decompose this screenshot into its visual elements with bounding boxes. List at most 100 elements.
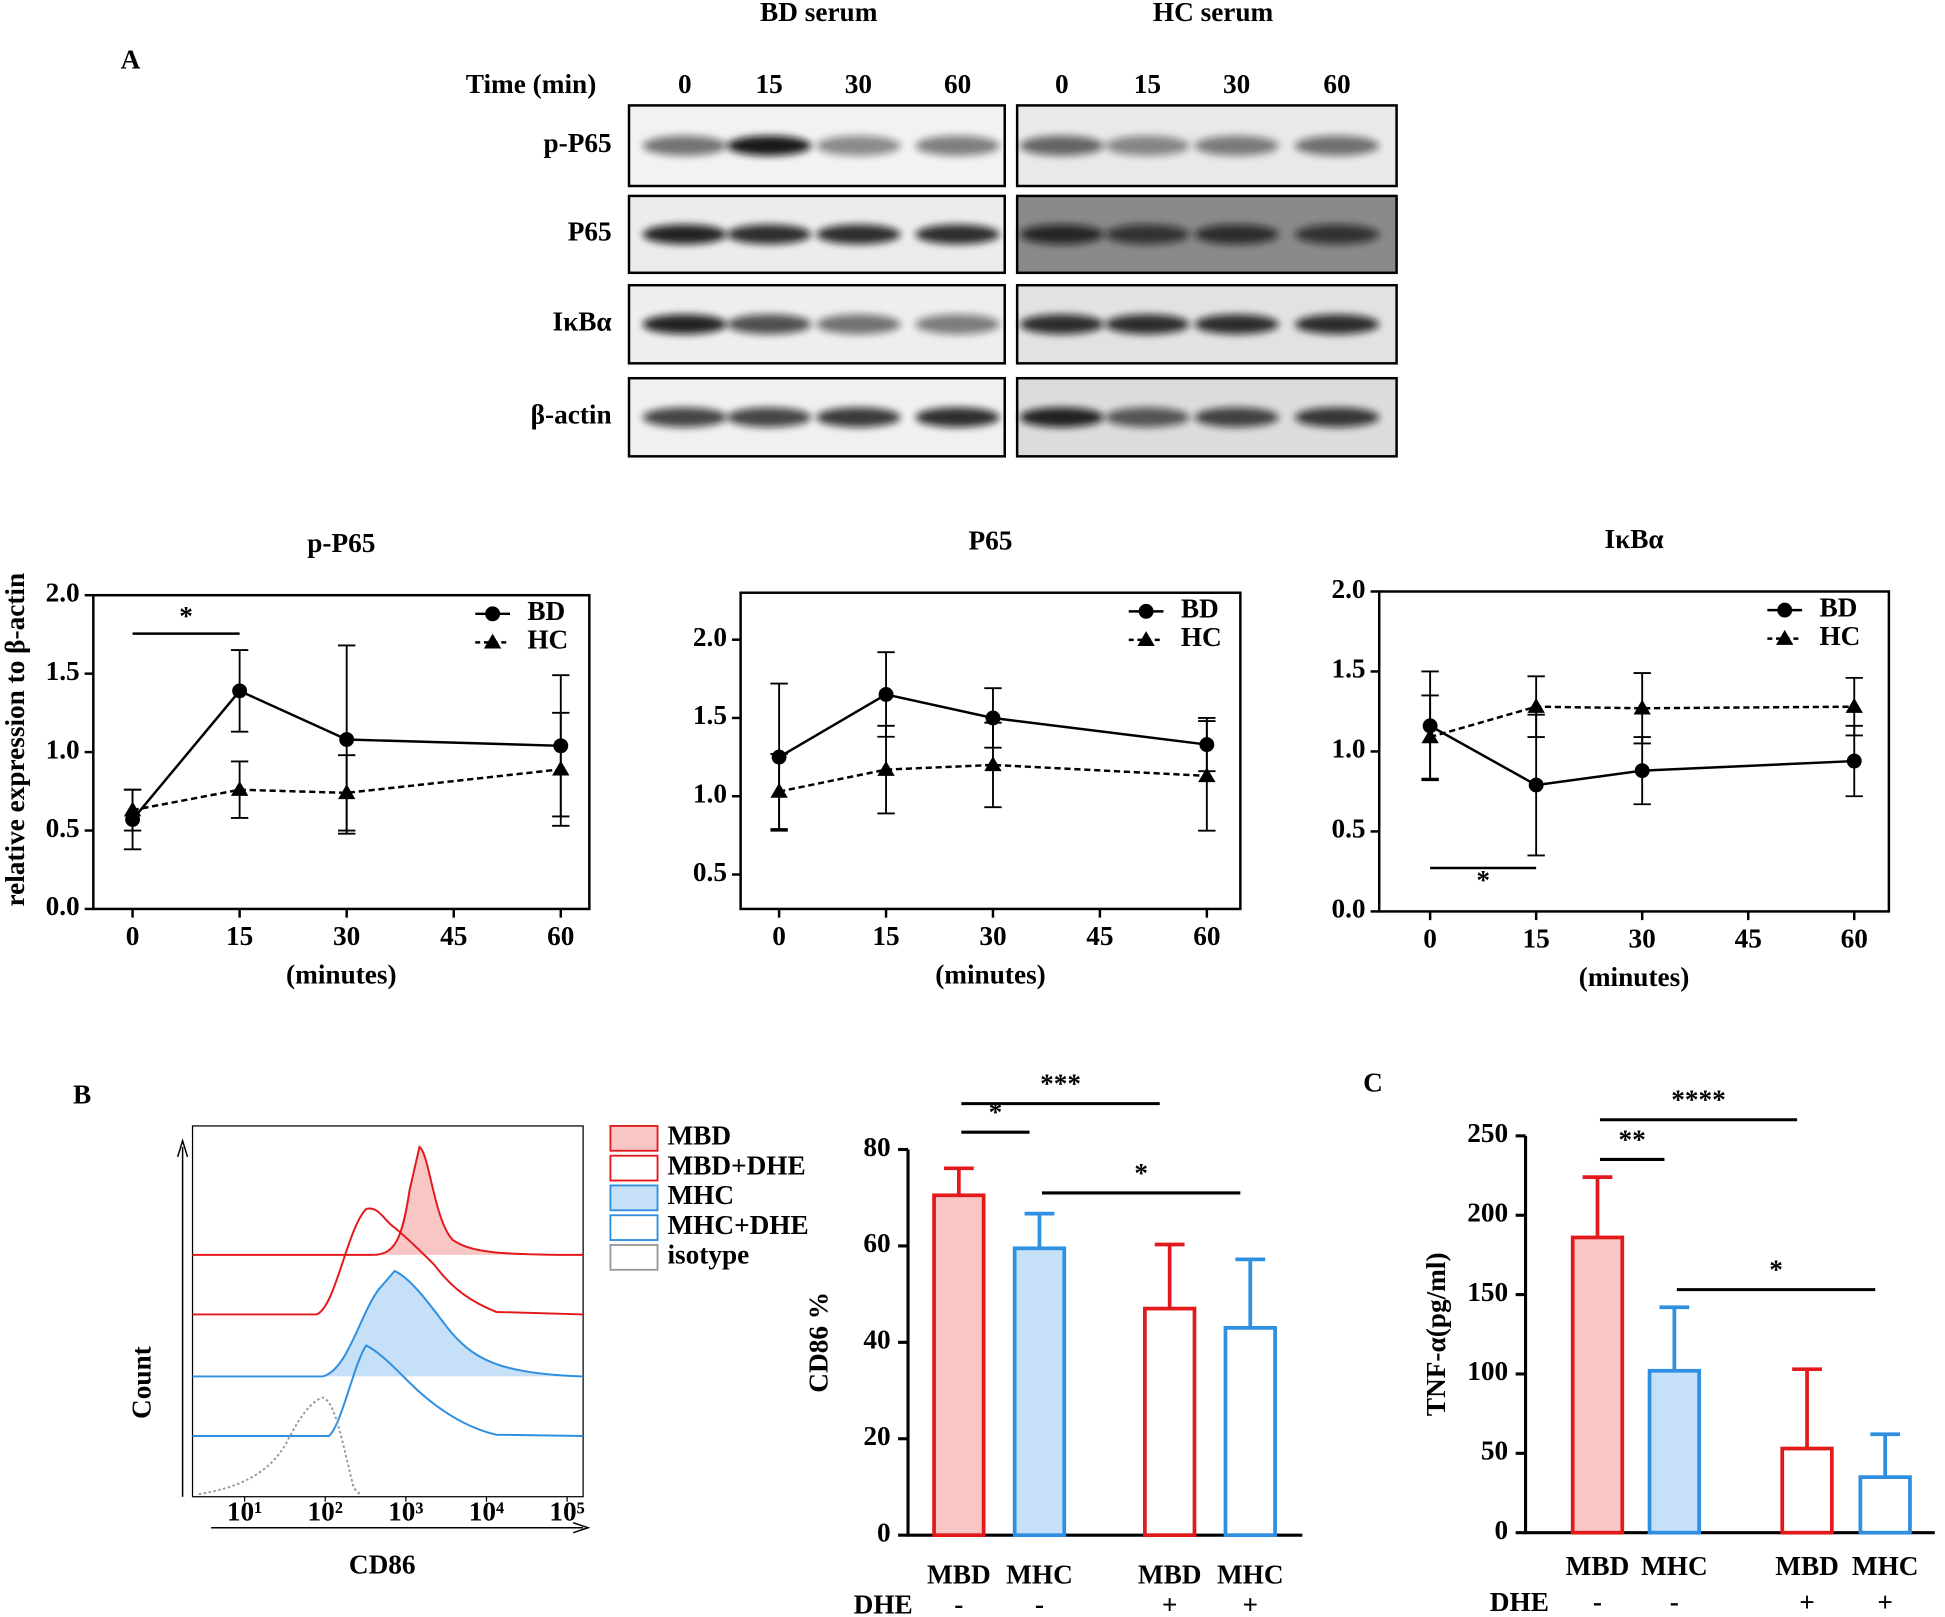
histogram-curve	[192, 1269, 584, 1378]
histogram-curve	[192, 1344, 584, 1437]
blot-band	[1194, 224, 1279, 245]
blot-band	[816, 135, 901, 156]
x-tick-label: MHC	[1006, 1560, 1073, 1590]
error-bar	[943, 1166, 974, 1196]
x-tick-label: MHC	[1217, 1560, 1284, 1590]
x-axis-label: CD86	[349, 1550, 416, 1580]
blot-band	[1294, 135, 1380, 156]
marker	[232, 683, 248, 699]
legend-label: BD	[527, 596, 565, 626]
marker	[1846, 753, 1862, 769]
legend-swatch	[609, 1214, 659, 1241]
x-tick-label: 45	[1735, 923, 1762, 953]
blot-band	[816, 224, 901, 245]
y-tick-label: 0.5	[1331, 814, 1365, 844]
blot-band	[642, 224, 727, 245]
legend-swatch	[609, 1184, 659, 1212]
significance-label: *	[179, 601, 193, 631]
blot-row-label: IκBα	[552, 307, 611, 337]
y-tick-label: 80	[863, 1132, 890, 1162]
y-tick-label: 0.5	[46, 813, 80, 843]
legend-label: MBD	[667, 1121, 731, 1151]
marker	[1528, 777, 1544, 793]
series-line	[131, 689, 561, 821]
histogram-curve	[192, 1145, 584, 1256]
x-tick-label: MBD	[1138, 1560, 1202, 1590]
blot-band	[1294, 224, 1380, 245]
blot-band	[1019, 314, 1104, 335]
blot-band	[1105, 224, 1190, 245]
x-tick-label: 10²	[308, 1496, 343, 1526]
x-tick-label: 45	[440, 921, 467, 951]
series-line	[778, 693, 1207, 759]
y-tick-label: 250	[1467, 1118, 1508, 1148]
dhe-label: DHE	[854, 1589, 913, 1617]
x-tick-label: 10⁵	[549, 1496, 584, 1526]
blot-band	[726, 224, 812, 245]
legend-label: HC	[1181, 622, 1222, 652]
legend-label: MHC+DHE	[667, 1210, 808, 1240]
x-axis-arrow	[211, 1522, 591, 1534]
dhe-sign: -	[1035, 1589, 1044, 1617]
legend-marker	[483, 633, 502, 649]
histogram-curve	[192, 1207, 584, 1316]
significance-label: *	[1476, 865, 1490, 895]
time-label: 0	[678, 69, 692, 99]
marker	[552, 760, 570, 776]
significance-label: *	[989, 1097, 1003, 1127]
x-tick-label: 60	[1193, 921, 1220, 951]
time-label: 15	[756, 69, 783, 99]
y-axis-label: relative expression to β-actin	[0, 573, 30, 907]
blot-band	[816, 314, 901, 335]
marker	[230, 781, 249, 796]
error-bar	[1154, 1242, 1185, 1309]
marker	[1845, 697, 1863, 713]
time-label: 30	[845, 69, 872, 99]
y-tick-label: 0	[877, 1517, 891, 1547]
legend-marker	[1776, 629, 1794, 645]
chart-title: IκBα	[1604, 524, 1663, 554]
panel-label: B	[73, 1080, 91, 1110]
y-axis-arrow	[176, 1138, 189, 1497]
x-tick-label: 60	[547, 921, 574, 951]
x-tick-label: MBD	[1566, 1551, 1630, 1581]
blot-band	[1019, 224, 1104, 245]
time-label: 60	[1323, 69, 1350, 99]
bar	[1780, 1446, 1834, 1535]
marker	[877, 760, 895, 776]
significance-label: ***	[1040, 1069, 1081, 1099]
y-tick-label: 1.5	[1331, 654, 1365, 684]
y-tick-label: 20	[863, 1421, 890, 1451]
y-tick-label: 60	[863, 1228, 890, 1258]
y-tick-label: 0.5	[693, 857, 727, 887]
dhe-sign: -	[1593, 1587, 1602, 1617]
legend-label: MHC	[667, 1180, 734, 1210]
x-tick-label: 30	[979, 921, 1006, 951]
x-tick-label: 10⁴	[469, 1496, 504, 1526]
legend-label: isotype	[667, 1240, 749, 1270]
time-label: 0	[1055, 69, 1069, 99]
dhe-sign: +	[1242, 1589, 1258, 1617]
legend-label: HC	[527, 625, 568, 655]
x-tick-label: MHC	[1852, 1551, 1919, 1581]
series-line	[1429, 724, 1855, 787]
blot-row-label: β-actin	[531, 400, 612, 430]
blot-band	[642, 314, 727, 335]
blot-band	[915, 135, 1000, 156]
bar	[1143, 1306, 1197, 1538]
significance-label: ****	[1671, 1085, 1726, 1115]
dhe-sign: +	[1162, 1589, 1178, 1617]
y-tick-label: 100	[1467, 1356, 1508, 1386]
legend-swatch	[609, 1154, 659, 1182]
blot-band	[1019, 135, 1104, 156]
blot-band	[1019, 407, 1104, 428]
time-label: 15	[1134, 69, 1161, 99]
chart-title: p-P65	[307, 528, 375, 558]
marker	[339, 732, 355, 747]
x-tick-label: 10¹	[227, 1496, 262, 1526]
bar	[1012, 1246, 1067, 1538]
error-bar	[1792, 1367, 1822, 1449]
